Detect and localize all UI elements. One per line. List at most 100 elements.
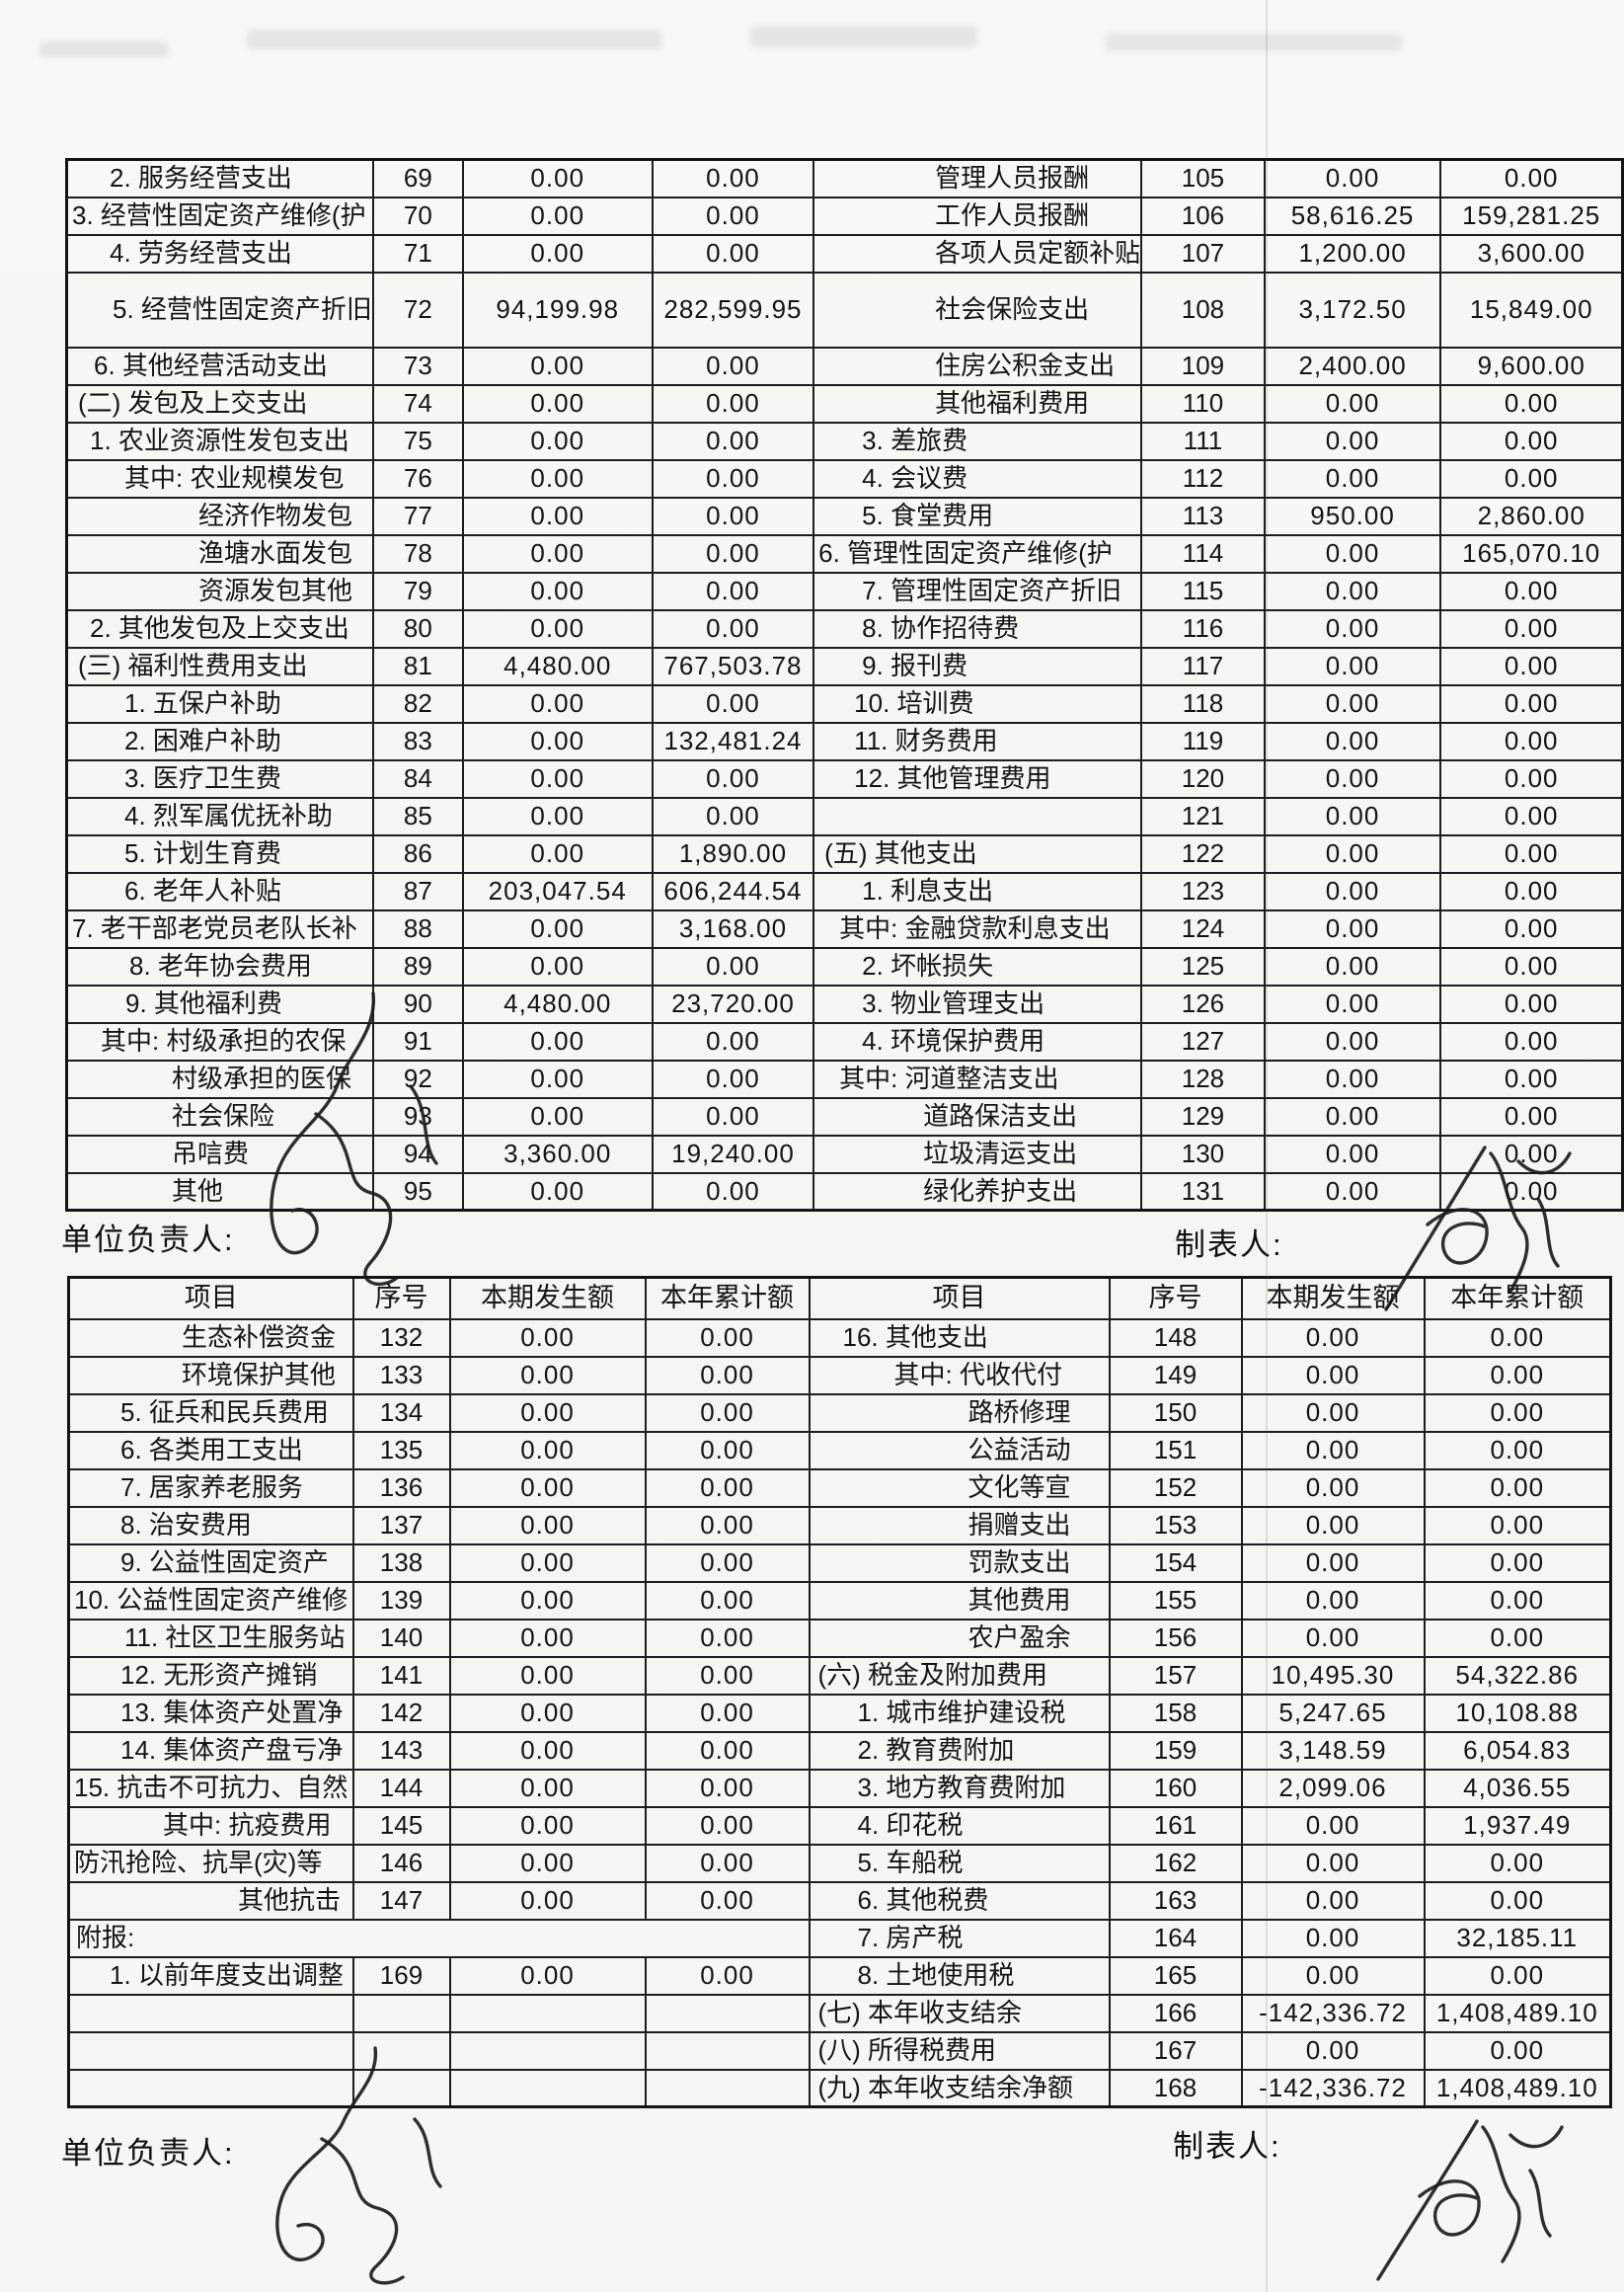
right-seq-cell: 125 (1140, 946, 1266, 987)
right-ytd-amount-cell: 1,937.49 (1423, 1805, 1612, 1846)
right-item-cell: 工作人员报酬 (812, 196, 1143, 236)
left-item-cell: 其他抗击 (67, 1880, 354, 1921)
left-ytd-amount-cell: 0.00 (651, 1096, 815, 1137)
left-seq-cell (351, 2068, 451, 2108)
left-item-cell: 9. 公益性固定资产 (67, 1542, 354, 1583)
table-row: 渔塘水面发包 78 0.00 0.00 6. 管理性固定资产维修(护 114 0.00 165… (65, 533, 1624, 574)
scan-bleed-artifact (247, 30, 661, 49)
right-current-amount-cell: 0.00 (1263, 608, 1442, 649)
left-item-cell: 资源发包其他 (65, 571, 374, 611)
right-current-amount-cell: 0.00 (1240, 1880, 1426, 1921)
unit-head-signature-bottom (275, 2046, 442, 2285)
left-item-cell: 其他 (65, 1171, 374, 1212)
left-ytd-amount-cell: 0.00 (644, 1955, 811, 1996)
right-current-amount-cell: 0.00 (1263, 833, 1442, 874)
table-row: 8. 治安费用 137 0.00 0.00 捐赠支出 153 0.00 0.00 (67, 1505, 1612, 1545)
left-seq-cell: 82 (371, 683, 464, 724)
table-row: 其中: 农业规模发包 76 0.00 0.00 4. 会议费 112 0.00 0.00 (65, 458, 1624, 499)
table-row: 资源发包其他 79 0.00 0.00 7. 管理性固定资产折旧 115 0.00 0.00 (65, 571, 1624, 611)
left-item-cell: 其中: 农业规模发包 (65, 458, 374, 499)
left-current-amount-cell: 0.00 (448, 1693, 647, 1733)
scan-bleed-artifact (1106, 34, 1402, 51)
left-item-cell: 3. 经营性固定资产维修(护 (65, 196, 374, 236)
right-seq-cell: 108 (1140, 271, 1266, 349)
right-item-cell: 其中: 金融贷款利息支出 (812, 909, 1143, 949)
right-ytd-amount-cell: 0.00 (1439, 1171, 1624, 1212)
left-ytd-amount-cell: 0.00 (644, 1693, 811, 1733)
right-ytd-amount-cell: 0.00 (1423, 1317, 1612, 1358)
right-seq-cell: 115 (1140, 571, 1266, 611)
left-seq-cell: 84 (371, 758, 464, 799)
right-current-amount-cell: 0.00 (1263, 1171, 1442, 1212)
right-seq-cell: 112 (1140, 458, 1266, 499)
left-item-cell: 生态补偿资金 (67, 1317, 354, 1358)
left-current-amount-cell: 203,047.54 (461, 871, 654, 911)
left-ytd-amount-cell: 0.00 (644, 1805, 811, 1846)
left-ytd-amount-cell (644, 2030, 811, 2071)
left-seq-cell: 79 (371, 571, 464, 611)
right-current-amount-cell: 0.00 (1263, 909, 1442, 949)
left-current-amount-cell (448, 1993, 647, 2033)
left-item-cell: 8. 老年协会费用 (65, 946, 374, 987)
left-current-amount-cell: 0.00 (461, 383, 654, 424)
scan-bleed-artifact (750, 26, 977, 47)
right-seq-cell: 120 (1140, 758, 1266, 799)
right-ytd-amount-cell: 0.00 (1423, 1580, 1612, 1620)
right-seq-cell: 160 (1108, 1768, 1243, 1808)
right-seq-cell: 149 (1108, 1355, 1243, 1395)
right-current-amount-cell: 3,172.50 (1263, 271, 1442, 349)
right-item-cell: (八) 所得税费用 (808, 2030, 1111, 2071)
left-ytd-amount-cell: 0.00 (651, 233, 815, 274)
unit-head-label-middle: 单位负责人: (61, 1223, 235, 1257)
table-row: (三) 福利性费用支出 81 4,480.00 767,503.78 9. 报刊费 117… (65, 646, 1624, 686)
scan-bleed-artifact (39, 41, 168, 57)
left-ytd-amount-cell: 0.00 (644, 1618, 811, 1658)
right-ytd-amount-cell: 165,070.10 (1439, 533, 1624, 574)
left-ytd-amount-cell: 19,240.00 (651, 1134, 815, 1174)
right-seq-cell: 165 (1108, 1955, 1243, 1996)
left-item-cell: (二) 发包及上交支出 (65, 383, 374, 424)
ytd-amount-header: 本年累计额 (1423, 1276, 1612, 1320)
left-current-amount-cell: 0.00 (461, 758, 654, 799)
right-ytd-amount-cell: 0.00 (1423, 1955, 1612, 1996)
right-current-amount-cell: 0.00 (1263, 1134, 1442, 1174)
left-ytd-amount-cell: 0.00 (651, 496, 815, 536)
left-ytd-amount-cell: 0.00 (651, 683, 815, 724)
left-current-amount-cell: 0.00 (461, 421, 654, 461)
right-item-cell: 管理人员报酬 (812, 158, 1143, 198)
right-item-cell: 10. 培训费 (812, 683, 1143, 724)
left-seq-cell: 87 (371, 871, 464, 911)
table-row: (八) 所得税费用 167 0.00 0.00 (67, 2030, 1612, 2071)
right-seq-cell: 117 (1140, 646, 1266, 686)
left-seq-cell: 142 (351, 1693, 451, 1733)
left-ytd-amount-cell: 0.00 (644, 1355, 811, 1395)
left-current-amount-cell: 0.00 (461, 571, 654, 611)
right-item-cell: 7. 管理性固定资产折旧 (812, 571, 1143, 611)
right-ytd-amount-cell: 0.00 (1439, 946, 1624, 987)
left-ytd-amount-cell (644, 2068, 811, 2108)
right-item-cell: 6. 管理性固定资产维修(护 (812, 533, 1143, 574)
table-row: (二) 发包及上交支出 74 0.00 0.00 其他福利费用 110 0.00 0.00 (65, 383, 1624, 424)
left-ytd-amount-cell: 0.00 (651, 196, 815, 236)
left-item-cell: 14. 集体资产盘亏净 (67, 1730, 354, 1771)
left-seq-cell: 74 (371, 383, 464, 424)
scan-fold-line (1266, 0, 1268, 2292)
right-item-cell: 其中: 代收代付 (808, 1355, 1111, 1395)
left-seq-cell: 72 (371, 271, 464, 349)
right-seq-cell: 116 (1140, 608, 1266, 649)
table-row: 9. 公益性固定资产 138 0.00 0.00 罚款支出 154 0.00 0.00 (67, 1542, 1612, 1583)
unit-head-label-bottom: 单位负责人: (61, 2136, 235, 2171)
right-seq-cell: 166 (1108, 1993, 1243, 2033)
left-ytd-amount-cell: 0.00 (651, 383, 815, 424)
right-ytd-amount-cell: 0.00 (1439, 833, 1624, 874)
table-row: 1. 五保户补助 82 0.00 0.00 10. 培训费 118 0.00 0.00 (65, 683, 1624, 724)
right-seq-cell: 159 (1108, 1730, 1243, 1771)
left-seq-cell: 73 (371, 346, 464, 386)
table-row: 2. 困难户补助 83 0.00 132,481.24 11. 财务费用 119 0.00 0… (65, 721, 1624, 761)
right-current-amount-cell: 0.00 (1240, 1805, 1426, 1846)
right-current-amount-cell: 0.00 (1263, 871, 1442, 911)
right-seq-cell: 131 (1140, 1171, 1266, 1212)
left-item-cell: 6. 其他经营活动支出 (65, 346, 374, 386)
left-current-amount-cell: 0.00 (461, 1059, 654, 1099)
left-item-cell: 11. 社区卫生服务站 (67, 1618, 354, 1658)
